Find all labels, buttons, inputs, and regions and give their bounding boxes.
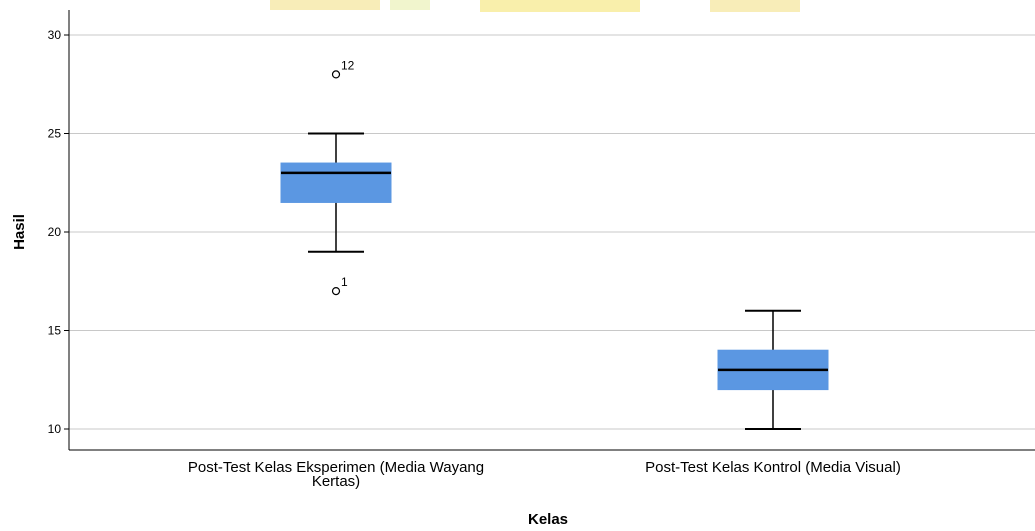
category-label-line: Kertas) <box>312 473 360 490</box>
y-tick-label-25: 25 <box>48 127 62 141</box>
category-label-2: Post-Test Kelas Kontrol (Media Visual) <box>645 459 901 476</box>
iqr-box <box>280 162 392 203</box>
outlier-point <box>331 70 341 79</box>
box-group-1: 12 1 <box>280 58 392 296</box>
gridlines <box>69 34 1035 430</box>
y-tick-label-30: 30 <box>48 28 62 42</box>
y-tick-label-20: 20 <box>48 225 62 239</box>
y-tick-label-10: 10 <box>48 422 62 436</box>
x-axis-title: Kelas <box>528 511 568 528</box>
y-ticks: 10 15 20 25 30 <box>48 28 69 436</box>
axes <box>68 10 1035 451</box>
y-tick-label-15: 15 <box>48 324 62 338</box>
outlier-label: 1 <box>341 275 348 289</box>
outlier-label: 12 <box>341 58 355 72</box>
y-axis-title: Hasil <box>11 214 28 250</box>
category-labels: Post-Test Kelas Eksperimen (Media Wayang… <box>188 459 901 490</box>
box-group-2 <box>717 309 829 430</box>
boxplots: 12 1 <box>280 58 829 430</box>
category-label-line: Post-Test Kelas Kontrol (Media Visual) <box>645 459 901 476</box>
category-label-1: Post-Test Kelas Eksperimen (Media Wayang… <box>188 459 484 490</box>
category-label-line: Post-Test Kelas Eksperimen (Media Wayang <box>188 459 484 476</box>
outlier-point <box>331 287 341 296</box>
watermark-decoration <box>270 0 800 12</box>
